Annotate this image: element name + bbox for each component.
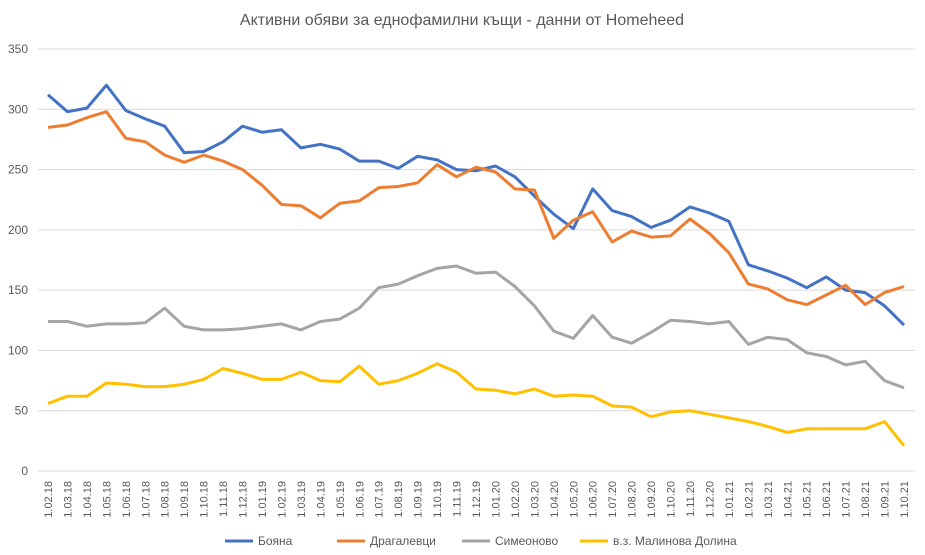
x-tick-label: 1.01.21 xyxy=(724,481,736,518)
legend-item: в.з. Малинова Долина xyxy=(580,534,737,548)
legend-label: Драгалевци xyxy=(370,534,436,548)
x-tick-label: 1.03.19 xyxy=(296,481,308,518)
x-tick-label: 1.09.18 xyxy=(179,481,191,518)
x-tick-label: 1.07.18 xyxy=(140,481,152,518)
x-tick-label: 1.10.19 xyxy=(432,481,444,518)
x-tick-label: 1.06.21 xyxy=(821,481,833,518)
x-tick-label: 1.02.19 xyxy=(276,481,288,518)
x-tick-label: 1.02.18 xyxy=(43,481,55,518)
x-tick-label: 1.05.21 xyxy=(802,481,814,518)
series-line-3 xyxy=(47,362,906,447)
x-tick-label: 1.11.20 xyxy=(685,481,697,517)
x-tick-label: 1.08.21 xyxy=(860,481,872,518)
x-tick-label: 1.08.18 xyxy=(160,481,172,518)
x-tick-label: 1.12.20 xyxy=(704,481,716,518)
x-tick-label: 1.11.19 xyxy=(452,481,464,517)
y-tick-label: 150 xyxy=(8,283,28,297)
chart-title: Активни обяви за еднофамилни къщи - данн… xyxy=(240,12,684,29)
x-tick-label: 1.05.20 xyxy=(568,481,580,518)
legend-item: Драгалевци xyxy=(337,534,436,548)
x-tick-label: 1.09.19 xyxy=(413,481,425,518)
series-line-2 xyxy=(48,264,905,390)
x-tick-label: 1.12.18 xyxy=(238,481,250,518)
x-tick-label: 1.07.21 xyxy=(841,481,853,518)
x-tick-label: 1.10.18 xyxy=(199,481,211,518)
x-tick-label: 1.07.20 xyxy=(607,481,619,518)
y-tick-label: 100 xyxy=(8,343,28,357)
y-tick-label: 50 xyxy=(15,404,29,418)
x-tick-label: 1.09.21 xyxy=(880,481,892,518)
x-tick-label: 1.06.20 xyxy=(588,481,600,518)
x-tick-label: 1.04.19 xyxy=(315,481,327,518)
legend-label: в.з. Малинова Долина xyxy=(613,534,737,548)
x-tick-label: 1.05.19 xyxy=(335,481,347,518)
x-tick-label: 1.03.21 xyxy=(763,481,775,518)
legend-label: Бояна xyxy=(258,534,293,548)
x-tick-label: 1.09.20 xyxy=(646,481,658,518)
y-tick-label: 250 xyxy=(8,163,28,177)
series-line-1 xyxy=(47,110,905,307)
x-tick-label: 1.08.20 xyxy=(627,481,639,518)
x-tick-label: 1.10.21 xyxy=(899,481,911,518)
x-tick-label: 1.04.20 xyxy=(549,481,561,518)
y-tick-label: 350 xyxy=(8,42,28,56)
x-tick-label: 1.04.18 xyxy=(82,481,94,518)
series-line-0 xyxy=(47,83,906,327)
legend-item: Бояна xyxy=(225,534,293,548)
x-tick-label: 1.12.19 xyxy=(471,481,483,518)
y-tick-label: 300 xyxy=(8,102,28,116)
x-tick-label: 1.06.18 xyxy=(121,481,133,518)
x-tick-label: 1.02.21 xyxy=(743,481,755,518)
y-tick-label: 200 xyxy=(8,223,28,237)
legend-label: Симеоново xyxy=(495,534,559,548)
x-tick-label: 1.11.18 xyxy=(218,481,230,517)
x-tick-label: 1.03.18 xyxy=(62,481,74,518)
x-tick-label: 1.03.20 xyxy=(529,481,541,518)
x-tick-label: 1.07.19 xyxy=(374,481,386,518)
legend-item: Симеоново xyxy=(462,534,559,548)
x-tick-label: 1.10.20 xyxy=(666,481,678,518)
y-tick-label: 0 xyxy=(21,464,28,478)
x-tick-label: 1.05.18 xyxy=(101,481,113,518)
x-tick-label: 1.08.19 xyxy=(393,481,405,518)
x-tick-label: 1.01.20 xyxy=(490,481,502,518)
x-tick-label: 1.06.19 xyxy=(354,481,366,518)
x-tick-label: 1.02.20 xyxy=(510,481,522,518)
x-tick-label: 1.04.21 xyxy=(782,481,794,518)
x-tick-label: 1.01.19 xyxy=(257,481,269,518)
